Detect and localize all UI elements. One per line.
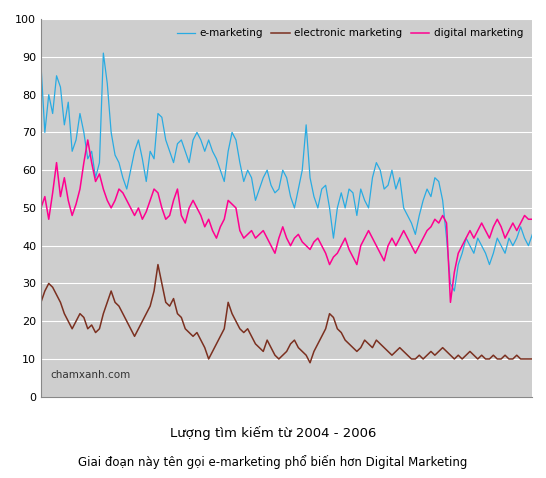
electronic marketing <box>330 315 337 320</box>
e-marketing <box>334 205 341 211</box>
e-marketing <box>100 50 106 56</box>
e-marketing <box>354 213 360 218</box>
e-marketing <box>38 62 44 67</box>
digital marketing <box>38 205 44 211</box>
e-marketing <box>61 122 68 128</box>
Text: Lượng tìm kiếm từ 2004 - 2006: Lượng tìm kiếm từ 2004 - 2006 <box>170 426 376 440</box>
electronic marketing <box>338 330 345 336</box>
digital marketing <box>334 250 341 256</box>
digital marketing <box>85 137 91 143</box>
Text: Giai đoạn này tên gọi e-marketing phổ biến hơn Digital Marketing: Giai đoạn này tên gọi e-marketing phổ bi… <box>78 455 468 469</box>
digital marketing <box>327 262 333 268</box>
Line: electronic marketing: electronic marketing <box>41 265 532 363</box>
electronic marketing <box>529 356 536 362</box>
electronic marketing <box>459 356 465 362</box>
e-marketing <box>459 250 465 256</box>
e-marketing <box>529 231 536 237</box>
digital marketing <box>459 243 465 249</box>
Line: e-marketing: e-marketing <box>41 53 532 291</box>
e-marketing <box>327 205 333 211</box>
Text: chamxanh.com: chamxanh.com <box>51 370 131 380</box>
digital marketing <box>61 175 68 181</box>
electronic marketing <box>155 262 161 268</box>
e-marketing <box>451 288 458 294</box>
Legend: e-marketing, electronic marketing, digital marketing: e-marketing, electronic marketing, digit… <box>173 24 527 43</box>
electronic marketing <box>358 345 364 350</box>
digital marketing <box>354 262 360 268</box>
digital marketing <box>529 217 536 222</box>
electronic marketing <box>307 360 313 366</box>
digital marketing <box>447 299 454 305</box>
Line: digital marketing: digital marketing <box>41 140 532 303</box>
electronic marketing <box>61 311 68 316</box>
digital marketing <box>502 235 508 241</box>
electronic marketing <box>502 352 508 358</box>
electronic marketing <box>38 299 44 305</box>
e-marketing <box>502 250 508 256</box>
